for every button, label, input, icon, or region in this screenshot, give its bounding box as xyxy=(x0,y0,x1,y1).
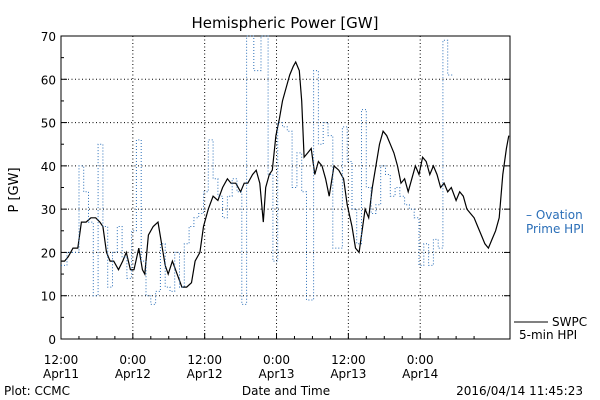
x-tick-time-label: 0:00 xyxy=(263,353,290,367)
x-tick-time-label: 12:00 xyxy=(331,353,366,367)
x-tick-time-label: 12:00 xyxy=(44,353,79,367)
y-tick-label: 50 xyxy=(41,117,56,131)
y-tick-label: 0 xyxy=(48,333,56,347)
x-tick-time-label: 12:00 xyxy=(187,353,222,367)
x-tick-date-label: Apr12 xyxy=(187,367,223,381)
plot-frame xyxy=(60,35,511,340)
x-tick-time-label: 0:00 xyxy=(119,353,146,367)
chart-title: Hemispheric Power [GW] xyxy=(192,14,379,32)
legend: – Ovation Prime HPI SWPC 5-min HPI xyxy=(514,208,587,342)
y-axis-ticks: 0 10 20 30 40 50 60 70 xyxy=(41,30,510,347)
timestamp: 2016/04/14 11:45:23 xyxy=(456,384,583,398)
x-tick-time-label: 0:00 xyxy=(407,353,434,367)
y-tick-label: 60 xyxy=(41,73,56,87)
series-ovation-prime-hpi xyxy=(61,35,453,305)
x-tick-date-label: Apr11 xyxy=(43,367,79,381)
series-layer xyxy=(61,35,510,305)
grid-lines xyxy=(61,36,510,339)
y-tick-label: 40 xyxy=(41,160,56,174)
y-tick-label: 20 xyxy=(41,246,56,260)
y-tick-label: 30 xyxy=(41,203,56,217)
y-tick-label: 10 xyxy=(41,290,56,304)
legend-ovation-line1: – Ovation xyxy=(526,208,583,222)
x-tick-date-label: Apr13 xyxy=(259,367,295,381)
legend-swpc-line2: 5-min HPI xyxy=(519,328,577,342)
x-axis-label: Date and Time xyxy=(242,384,330,398)
x-tick-date-label: Apr12 xyxy=(115,367,151,381)
legend-ovation-line2: Prime HPI xyxy=(526,222,584,236)
legend-swpc-line1: SWPC xyxy=(552,315,587,329)
plot-credit: Plot: CCMC xyxy=(4,384,70,398)
y-tick-label: 70 xyxy=(41,30,56,44)
y-axis-label: P [GW] xyxy=(7,167,22,212)
x-tick-date-label: Apr14 xyxy=(402,367,438,381)
x-tick-date-label: Apr13 xyxy=(330,367,366,381)
series-swpc-5min-hpi xyxy=(61,60,510,288)
x-axis-ticks: 12:00Apr110:00Apr1212:00Apr120:00Apr1312… xyxy=(43,333,475,381)
